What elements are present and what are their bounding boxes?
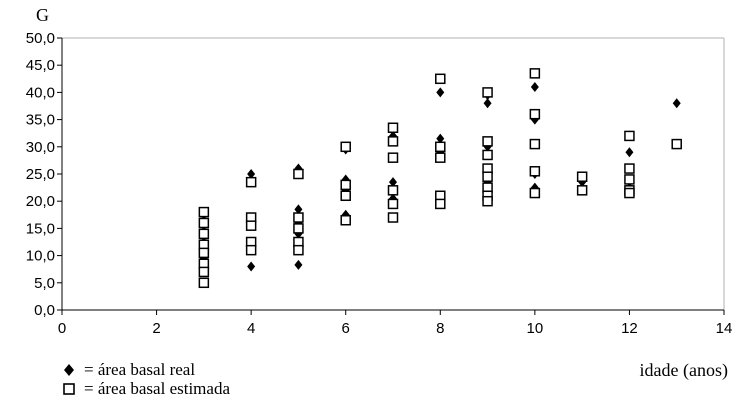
data-point-estimada: [387, 185, 399, 196]
data-point-estimada: [624, 174, 635, 185]
y-tick-label: 40,0: [26, 84, 55, 101]
data-point-estimada: [293, 223, 304, 234]
data-point-estimada: [576, 171, 588, 182]
data-point-estimada: [198, 277, 210, 289]
y-tick-label: 0,0: [34, 302, 55, 319]
y-tick-label: 50,0: [26, 30, 55, 47]
data-point-estimada: [198, 217, 210, 229]
y-tick-label: 35,0: [26, 112, 55, 129]
data-point-estimada: [482, 149, 493, 161]
data-point-estimada: [529, 187, 541, 199]
data-marks: [198, 68, 682, 289]
y-tick-label: 5,0: [34, 275, 55, 292]
y-tick-label: 20,0: [26, 193, 55, 210]
data-point-estimada: [293, 168, 304, 180]
data-point-estimada: [340, 179, 351, 191]
y-tick-label: 10,0: [26, 248, 55, 265]
data-point-real: [436, 87, 445, 98]
legend-item-estimada: = área basal estimada: [62, 379, 230, 398]
data-point-estimada: [529, 68, 541, 79]
data-point-estimada: [198, 266, 210, 278]
legend-label-real: = área basal real: [84, 360, 196, 379]
data-point-estimada: [482, 195, 493, 207]
data-point-estimada: [387, 212, 399, 223]
filled-diamond-icon: [64, 363, 74, 376]
data-point-estimada: [198, 228, 210, 240]
data-point-real: [294, 204, 303, 215]
y-tick-label: 30,0: [26, 139, 55, 156]
data-point-estimada: [340, 214, 351, 226]
data-point-real: [247, 169, 256, 179]
x-tick-label: 12: [621, 320, 638, 337]
data-point-real: [483, 98, 492, 109]
data-point-estimada: [576, 185, 588, 196]
data-point-estimada: [482, 136, 493, 147]
data-point-estimada: [482, 171, 493, 182]
data-point-real: [247, 261, 256, 272]
data-point-real: [672, 98, 681, 109]
open-square-icon: [63, 382, 75, 395]
data-point-estimada: [340, 190, 351, 202]
data-point-estimada: [293, 212, 304, 223]
x-tick-label: 10: [527, 320, 544, 337]
data-point-estimada: [529, 138, 541, 150]
y-tick-label: 15,0: [26, 220, 55, 237]
data-point-estimada: [435, 73, 446, 85]
data-point-estimada: [245, 244, 257, 256]
data-point-estimada: [482, 87, 493, 98]
x-tick-label: 8: [436, 320, 444, 337]
data-point-estimada: [529, 166, 541, 177]
x-tick-label: 14: [716, 320, 733, 337]
x-tick-label: 6: [342, 320, 350, 337]
axes: 0,0 5,0 10,0 15,0 20,0 25,0 30,0 35,0 40,0 45,0 50…: [26, 30, 733, 337]
data-point-estimada: [435, 141, 446, 153]
y-axis-label: G: [36, 5, 49, 25]
data-point-estimada: [340, 141, 351, 153]
x-tick-label: 0: [58, 320, 66, 337]
data-point-estimada: [198, 247, 210, 259]
legend-item-real: = área basal real: [62, 360, 230, 379]
data-point-estimada: [435, 198, 446, 210]
y-tick-label: 45,0: [26, 57, 55, 74]
legend-label-estimada: = área basal estimada: [84, 379, 230, 398]
data-point-estimada: [624, 187, 635, 199]
data-point-estimada: [387, 152, 399, 163]
legend: = área basal real = área basal estimada: [62, 360, 230, 398]
data-point-estimada: [387, 198, 399, 210]
data-point-estimada: [245, 176, 257, 188]
data-point-estimada: [435, 152, 446, 163]
x-axis-label: idade (anos): [640, 360, 728, 381]
data-point-estimada: [624, 163, 635, 174]
data-point-real: [625, 147, 634, 158]
y-tick-label: 25,0: [26, 166, 55, 183]
data-point-estimada: [245, 220, 257, 231]
data-point-estimada: [671, 138, 682, 150]
data-point-estimada: [293, 244, 304, 256]
data-point-estimada: [529, 108, 541, 120]
data-point-real: [294, 259, 303, 270]
data-point-real: [530, 81, 539, 92]
x-tick-label: 4: [247, 320, 255, 337]
data-point-estimada: [387, 122, 399, 134]
data-point-estimada: [198, 206, 210, 218]
data-point-estimada: [624, 130, 635, 142]
data-point-real: [389, 177, 397, 188]
x-tick-label: 2: [152, 320, 160, 337]
data-point-estimada: [387, 136, 399, 147]
data-point-real: [436, 133, 445, 144]
